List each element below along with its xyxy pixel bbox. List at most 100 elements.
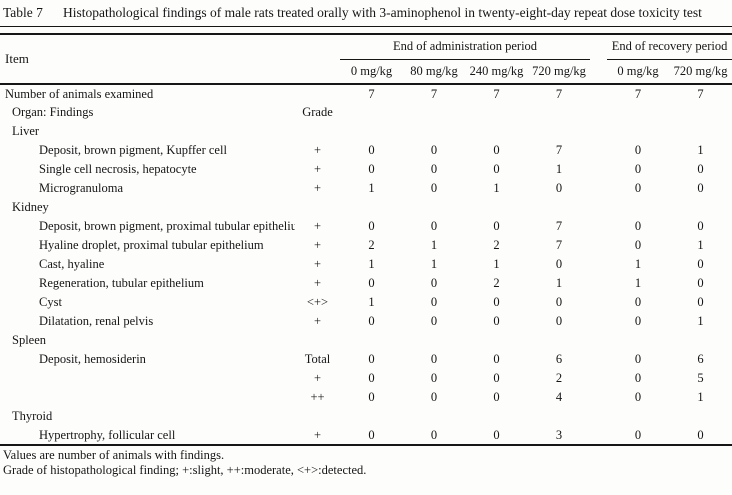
dose-column-header: 720 mg/kg <box>528 59 591 85</box>
value-cell: 7 <box>430 86 438 101</box>
grade-cell: <+> <box>306 295 329 309</box>
value-cell: 0 <box>697 162 704 176</box>
top-rule <box>0 26 732 33</box>
table-row: + 0 0 0 2 0 5 <box>0 369 732 388</box>
value-cell <box>607 407 669 426</box>
value-cell: 0 <box>368 314 375 328</box>
table-title: Histopathological findings of male rats … <box>63 5 702 20</box>
value-cell: 7 <box>634 86 642 101</box>
spacer-cell <box>590 217 607 236</box>
spacer-cell <box>590 84 607 103</box>
table-row: Deposit, brown pigment, Kupffer cell + 0… <box>0 141 732 160</box>
value-cell <box>528 407 590 426</box>
value-cell <box>403 331 465 350</box>
value-cell: 0 <box>697 276 704 290</box>
value-cell: 0 <box>634 352 642 366</box>
table-caption: Table 7 Histopathological findings of ma… <box>0 5 732 21</box>
grade-cell: + <box>313 181 322 195</box>
spacer-cell <box>590 312 607 331</box>
value-cell: 7 <box>555 219 563 233</box>
grade-cell: ++ <box>310 390 325 404</box>
item-cell: Spleen <box>12 333 47 347</box>
value-cell: 0 <box>493 143 500 157</box>
grade-cell <box>295 84 340 103</box>
value-cell: 1 <box>555 162 563 176</box>
value-cell: 0 <box>368 427 375 442</box>
table-row: Kidney <box>0 198 732 217</box>
spacer-cell <box>590 407 607 426</box>
value-cell <box>403 103 465 122</box>
table-row: Hyaline droplet, proximal tubular epithe… <box>0 236 732 255</box>
spacer-cell <box>590 179 607 198</box>
table-row: Deposit, hemosiderin Total 0 0 0 6 0 6 <box>0 350 732 369</box>
spacer-cell <box>590 293 607 312</box>
value-cell: 0 <box>430 295 438 309</box>
value-cell: 1 <box>493 257 500 271</box>
value-cell: 0 <box>430 371 438 385</box>
grade-cell: + <box>313 371 322 385</box>
spacer-cell <box>590 141 607 160</box>
table-row: Number of animals examined 7 7 7 7 7 7 <box>0 84 732 103</box>
value-cell: 0 <box>368 371 375 385</box>
item-cell: Regeneration, tubular epithelium <box>39 276 204 290</box>
table-row: Single cell necrosis, hepatocyte + 0 0 0… <box>0 160 732 179</box>
value-cell: 0 <box>430 219 438 233</box>
value-cell: 1 <box>368 257 375 271</box>
grade-cell: + <box>313 276 322 290</box>
dose-column-header: 720 mg/kg <box>669 59 732 85</box>
value-cell: 0 <box>368 390 375 404</box>
table-row: Dilatation, renal pelvis + 0 0 0 0 0 1 <box>0 312 732 331</box>
value-cell: 1 <box>368 181 375 195</box>
value-cell: 0 <box>634 162 642 176</box>
value-cell <box>403 198 465 217</box>
value-cell: 0 <box>634 295 642 309</box>
value-cell: 0 <box>430 181 438 195</box>
value-cell: 0 <box>493 427 500 442</box>
value-cell: 0 <box>634 390 642 404</box>
spacer-cell <box>590 426 607 445</box>
item-cell: Deposit, hemosiderin <box>39 352 146 366</box>
value-cell: 0 <box>697 219 704 233</box>
value-cell: 2 <box>368 238 375 252</box>
value-cell: 2 <box>493 238 500 252</box>
table-row: Cyst <+> 1 0 0 0 0 0 <box>0 293 732 312</box>
value-cell: 0 <box>555 295 563 309</box>
item-cell <box>0 369 295 388</box>
value-cell: 7 <box>555 86 563 101</box>
dose-column-header: 240 mg/kg <box>465 59 529 85</box>
item-cell: Hyaline droplet, proximal tubular epithe… <box>39 238 264 252</box>
value-cell: 0 <box>368 219 375 233</box>
spacer-cell <box>590 350 607 369</box>
histopathology-table: Item End of administration period End of… <box>0 33 732 446</box>
value-cell <box>669 103 732 122</box>
table-row: ++ 0 0 0 4 0 1 <box>0 388 732 407</box>
spacer-cell <box>590 236 607 255</box>
value-cell: 0 <box>634 314 642 328</box>
grade-cell: + <box>313 314 322 328</box>
value-cell: 5 <box>697 371 704 385</box>
value-cell: 1 <box>555 276 563 290</box>
value-cell: 6 <box>555 352 563 366</box>
value-cell: 0 <box>493 314 500 328</box>
value-cell <box>669 122 732 141</box>
value-cell: 0 <box>634 427 642 442</box>
value-cell: 0 <box>368 352 375 366</box>
item-cell: Organ: Findings <box>12 105 94 119</box>
value-cell: 1 <box>634 257 642 271</box>
table-row: Cast, hyaline + 1 1 1 0 1 0 <box>0 255 732 274</box>
value-cell <box>607 198 669 217</box>
table-row: Microgranuloma + 1 0 1 0 0 0 <box>0 179 732 198</box>
value-cell: 0 <box>368 143 375 157</box>
item-cell: Microgranuloma <box>39 181 124 195</box>
value-cell <box>528 331 590 350</box>
value-cell <box>340 331 403 350</box>
value-cell <box>403 407 465 426</box>
value-cell: 0 <box>430 162 438 176</box>
value-cell: 7 <box>493 86 500 101</box>
recovery-period-group-header: End of recovery period <box>607 34 732 60</box>
grade-cell <box>295 198 340 217</box>
value-cell: 2 <box>555 371 563 385</box>
value-cell: 7 <box>697 86 704 101</box>
grade-cell <box>295 331 340 350</box>
